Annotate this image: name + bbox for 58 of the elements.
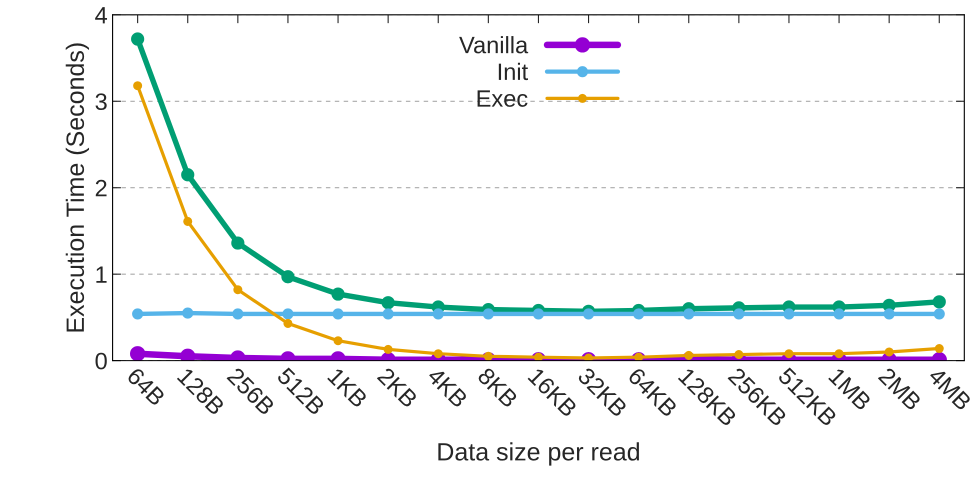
point (382, 308, 394, 320)
point (132, 308, 144, 320)
x-tick-label: 1KB (327, 367, 368, 408)
legend-label: Vanilla (459, 36, 528, 54)
x-tick-label: 4MB (928, 366, 972, 412)
point (382, 296, 395, 310)
point (783, 308, 795, 320)
point (734, 350, 744, 360)
point (434, 349, 443, 358)
x-tick-label: 8KB (476, 366, 519, 408)
legend-label: Exec (478, 90, 528, 107)
point (231, 236, 244, 250)
y-tick-label: 2 (96, 180, 107, 196)
point (532, 308, 544, 320)
point (233, 285, 242, 294)
point (582, 308, 594, 320)
point (130, 346, 146, 361)
point (684, 350, 694, 360)
point (634, 352, 644, 361)
point (183, 216, 192, 226)
point (282, 308, 294, 320)
point (784, 349, 794, 358)
point (484, 352, 493, 361)
point (281, 270, 295, 284)
point (834, 308, 845, 320)
point (482, 308, 494, 320)
point (332, 308, 344, 320)
x-tick-label: 2KB (376, 366, 418, 408)
point (834, 349, 844, 358)
x-axis-title: Data size per read (438, 442, 639, 466)
point (934, 344, 944, 354)
x-tick-label: 4KB (426, 366, 468, 408)
point (633, 308, 644, 320)
x-tick-label: 64B (126, 366, 166, 407)
point (283, 318, 292, 328)
point (584, 354, 594, 361)
point (181, 168, 194, 182)
point (884, 308, 895, 320)
point (133, 81, 142, 90)
point (232, 308, 244, 320)
y-tick-label: 4 (95, 7, 108, 24)
point (331, 287, 345, 301)
y-tick-label: 1 (96, 266, 107, 283)
point (334, 336, 343, 346)
point (384, 344, 393, 354)
point (534, 352, 543, 361)
point (884, 347, 894, 356)
y-tick-label: 0 (96, 352, 107, 370)
y-tick-label: 3 (95, 93, 107, 110)
point (182, 308, 194, 319)
y-axis-title: Execution Time (Seconds) (66, 43, 90, 332)
point (733, 308, 744, 320)
point (683, 308, 694, 320)
point (131, 32, 144, 46)
point (934, 308, 945, 320)
point (432, 308, 444, 320)
legend-label: Init (498, 62, 528, 80)
point (932, 295, 946, 308)
